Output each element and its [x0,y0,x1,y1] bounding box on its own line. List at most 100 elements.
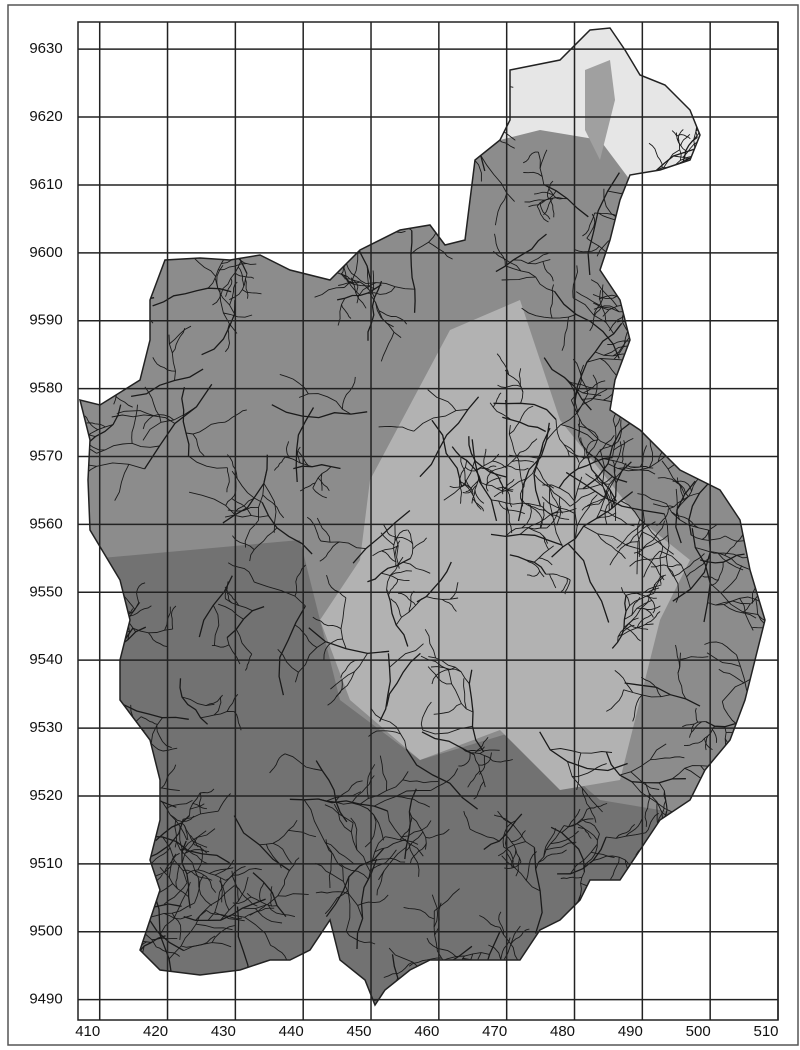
river [547,180,554,200]
river [181,696,215,707]
river [502,416,546,433]
river [137,965,147,982]
river [170,605,177,630]
river [96,442,160,454]
x-tick-label: 410 [75,1023,100,1040]
river [189,792,201,816]
river [574,245,600,253]
river [116,122,124,155]
river [212,605,220,646]
river [147,144,160,176]
river [539,502,545,529]
river [636,592,657,599]
river [739,864,752,904]
river [710,318,765,348]
river [276,57,299,71]
river [168,30,209,41]
river [105,619,118,659]
river [509,554,547,575]
river [191,117,217,135]
river [285,62,298,71]
river [266,64,300,93]
river [731,111,765,157]
river [179,212,194,229]
river [431,894,439,928]
river [699,553,745,564]
river [319,541,340,562]
river [98,76,161,86]
river [273,456,286,471]
river [657,477,681,486]
river [474,737,489,754]
river [463,678,467,709]
river [110,697,117,715]
river [458,752,471,767]
river [379,653,391,722]
river [460,456,467,485]
river [246,892,278,907]
river [710,551,757,574]
river [521,307,577,319]
river [310,44,314,61]
river [169,210,205,214]
river [541,930,557,974]
river [235,226,273,239]
river [226,591,239,606]
river [644,611,661,626]
river [126,102,153,123]
river [745,894,761,913]
river [413,56,423,77]
river [315,862,344,882]
river [408,843,420,877]
river [242,1009,276,1050]
river [450,972,468,997]
river [459,486,462,504]
river [730,261,740,323]
river [478,752,492,766]
river [388,196,400,211]
river [592,374,598,399]
river [576,494,598,527]
river [189,803,205,810]
river [180,935,216,948]
river [394,522,400,569]
river [724,535,746,542]
river [376,870,385,896]
river [597,533,626,559]
river [147,835,230,864]
river [567,761,603,813]
river [186,869,226,881]
river [782,708,788,744]
river [752,637,765,725]
river [420,701,432,731]
river [288,829,317,838]
river [84,415,99,431]
river [421,731,475,756]
river [692,146,718,160]
river [375,302,394,328]
river [410,230,416,313]
river [419,396,480,478]
river [372,857,406,863]
river [425,828,450,839]
river [668,190,710,204]
river [171,187,201,192]
river [560,876,582,879]
river [549,487,563,514]
river [606,832,646,839]
river [730,984,750,1005]
river [694,411,765,453]
river [507,490,513,508]
river [680,133,691,146]
river [80,916,95,933]
river [581,788,597,823]
river [695,105,708,131]
river [161,801,188,841]
river [493,402,557,420]
river [691,348,736,386]
river [115,369,135,385]
river [80,465,97,486]
river [449,484,467,489]
river [490,968,516,1001]
river [580,915,586,947]
